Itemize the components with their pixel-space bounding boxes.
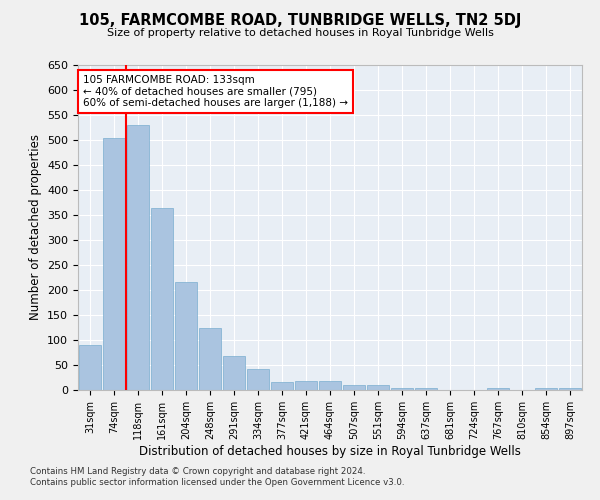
- Bar: [199, 328, 221, 390]
- Text: 105, FARMCOMBE ROAD, TUNBRIDGE WELLS, TN2 5DJ: 105, FARMCOMBE ROAD, TUNBRIDGE WELLS, TN…: [79, 12, 521, 28]
- Bar: [151, 208, 173, 390]
- Bar: [175, 282, 197, 390]
- Bar: [559, 388, 581, 390]
- Bar: [391, 388, 413, 390]
- Bar: [103, 138, 125, 390]
- Bar: [79, 345, 101, 390]
- Text: Size of property relative to detached houses in Royal Tunbridge Wells: Size of property relative to detached ho…: [107, 28, 493, 38]
- Bar: [295, 381, 317, 390]
- Text: Contains public sector information licensed under the Open Government Licence v3: Contains public sector information licen…: [30, 478, 404, 487]
- Bar: [487, 388, 509, 390]
- Bar: [271, 382, 293, 390]
- Bar: [247, 369, 269, 390]
- Bar: [319, 381, 341, 390]
- Text: 105 FARMCOMBE ROAD: 133sqm
← 40% of detached houses are smaller (795)
60% of sem: 105 FARMCOMBE ROAD: 133sqm ← 40% of deta…: [83, 74, 348, 108]
- Y-axis label: Number of detached properties: Number of detached properties: [29, 134, 41, 320]
- Bar: [535, 388, 557, 390]
- X-axis label: Distribution of detached houses by size in Royal Tunbridge Wells: Distribution of detached houses by size …: [139, 444, 521, 458]
- Bar: [343, 384, 365, 390]
- Bar: [367, 385, 389, 390]
- Bar: [223, 356, 245, 390]
- Bar: [415, 388, 437, 390]
- Text: Contains HM Land Registry data © Crown copyright and database right 2024.: Contains HM Land Registry data © Crown c…: [30, 467, 365, 476]
- Bar: [127, 125, 149, 390]
